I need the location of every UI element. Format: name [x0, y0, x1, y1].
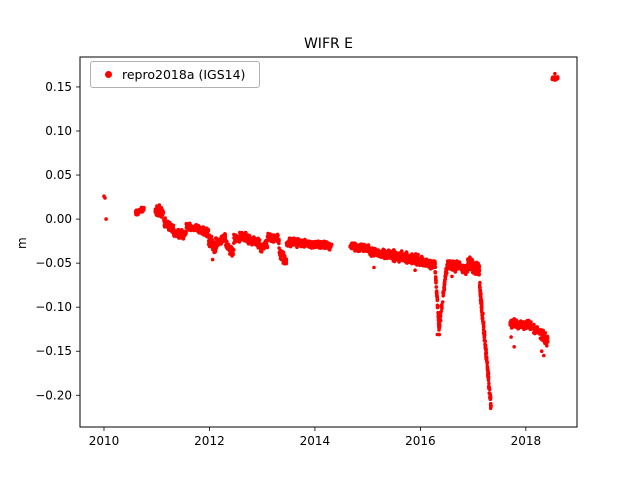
svg-text:2014: 2014 [300, 434, 331, 448]
legend-marker-dot [105, 71, 112, 78]
svg-text:−0.05: −0.05 [35, 256, 72, 270]
legend-label: repro2018a (IGS14) [122, 67, 246, 82]
svg-text:2012: 2012 [194, 434, 225, 448]
svg-text:0.05: 0.05 [45, 168, 72, 182]
svg-text:0.10: 0.10 [45, 124, 72, 138]
svg-text:−0.20: −0.20 [35, 388, 72, 402]
svg-text:−0.10: −0.10 [35, 300, 72, 314]
svg-text:−0.15: −0.15 [35, 344, 72, 358]
svg-text:2018: 2018 [511, 434, 542, 448]
chart-title: WIFR E [303, 36, 354, 52]
svg-text:0.15: 0.15 [45, 80, 72, 94]
svg-text:2016: 2016 [405, 434, 436, 448]
svg-text:2010: 2010 [89, 434, 120, 448]
svg-text:0.00: 0.00 [45, 212, 72, 226]
legend: repro2018a (IGS14) [90, 61, 261, 88]
